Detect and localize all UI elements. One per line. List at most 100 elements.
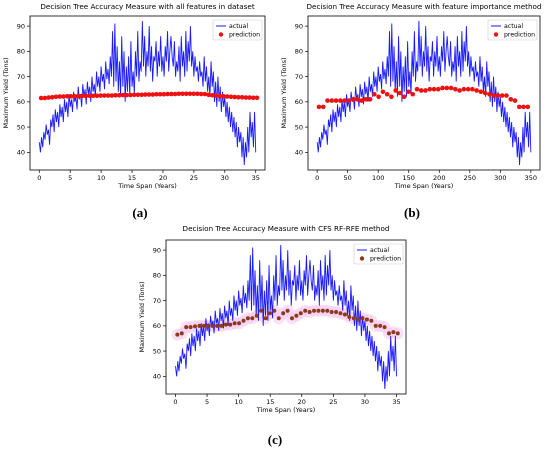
prediction-point [154,91,159,97]
legend-box [353,243,404,265]
prediction-point [179,331,184,336]
prediction-point [49,94,55,100]
prediction-point [42,95,48,101]
prediction-point [239,94,245,100]
chart-panel-b: Decision Tree Accuracy Measure with feat… [278,0,550,205]
prediction-point [457,88,462,93]
prediction-point [351,316,356,321]
prediction-point [342,312,347,317]
prediction-point [124,92,130,98]
x-tick-label: 10 [234,398,242,406]
prediction-point [46,95,51,100]
prediction-point [504,93,509,98]
x-tick-label: 0 [37,174,41,182]
prediction-point [259,308,264,313]
prediction-point [217,93,223,99]
prediction-point [228,94,234,100]
prediction-point [461,86,467,92]
prediction-point [329,98,335,103]
legend-prediction-swatch [218,32,224,37]
prediction-point [356,317,361,322]
actual-series-line [316,21,532,165]
prediction-point [243,95,249,100]
prediction-point [482,90,488,96]
prediction-point [157,91,163,97]
prediction-point [187,91,193,97]
y-tick-label: 40 [153,373,161,381]
prediction-point [172,91,178,97]
prediction-point [338,311,343,316]
legend-box [487,19,538,41]
prediction-point [376,94,381,100]
prediction-point [516,104,522,110]
y-tick-label: 50 [17,123,25,131]
prediction-point [98,93,103,98]
chart-panel-c: Decision Tree Accuracy Measure with CFS … [136,222,414,430]
prediction-point [272,308,277,313]
prediction-point [150,92,156,97]
legend-prediction-swatch [493,32,499,37]
prediction-point [193,324,198,329]
prediction-point [307,309,312,314]
prediction-point [210,92,215,98]
prediction-point [521,104,526,110]
x-tick-label: 20 [298,398,306,406]
prediction-point [470,86,475,92]
legend-box [212,19,263,41]
x-tick-label: 50 [344,174,352,182]
prediction-point [423,88,428,93]
prediction-point [245,316,250,321]
chart-c: Decision Tree Accuracy Measure with CFS … [138,224,407,414]
y-tick-label: 70 [153,297,161,305]
prediction-point [444,85,450,91]
prediction-point [431,86,437,92]
y-tick-label: 40 [17,149,25,157]
prediction-point [372,91,377,97]
prediction-point [184,325,189,330]
prediction-point [146,92,152,97]
y-tick-label: 80 [17,48,25,56]
prediction-point [116,92,122,98]
prediction-point [109,93,115,98]
prediction-point [325,308,330,313]
chart-title: Decision Tree Accuracy Measure with all … [40,2,254,11]
prediction-point [228,322,233,327]
prediction-point [128,92,133,98]
prediction-point [395,331,400,336]
legend-prediction-label: prediction [504,32,535,39]
prediction-point [465,86,471,92]
prediction-point [418,88,424,93]
prediction-point [298,311,303,316]
prediction-point [334,309,339,314]
prediction-point [139,92,144,98]
prediction-point [87,93,92,99]
prediction-point [143,92,148,97]
legend-actual-label: actual [229,23,248,30]
y-tick-label: 60 [295,98,303,106]
prediction-point [346,98,352,103]
x-tick-label: 0 [315,174,319,182]
prediction-point [113,92,118,98]
prediction-point [176,91,182,97]
prediction-point [232,321,237,326]
x-tick-label: 300 [494,174,506,182]
prediction-point [359,98,364,103]
plot-frame [165,239,407,395]
prediction-point [236,94,241,100]
x-tick-label: 100 [372,174,384,182]
x-tick-label: 5 [205,398,209,406]
prediction-point [105,93,111,98]
prediction-point [223,322,228,327]
x-tick-label: 30 [221,174,229,182]
x-tick-label: 200 [433,174,445,182]
x-tick-label: 20 [159,174,167,182]
y-tick-label: 80 [153,272,161,280]
chart-a: Decision Tree Accuracy Measure with all … [2,2,266,190]
y-tick-label: 90 [153,246,161,254]
prediction-point [316,104,322,110]
prediction-point [201,323,206,328]
prediction-point [448,85,454,91]
x-tick-label: 25 [329,398,337,406]
prediction-point [64,93,70,99]
prediction-point [195,91,200,97]
